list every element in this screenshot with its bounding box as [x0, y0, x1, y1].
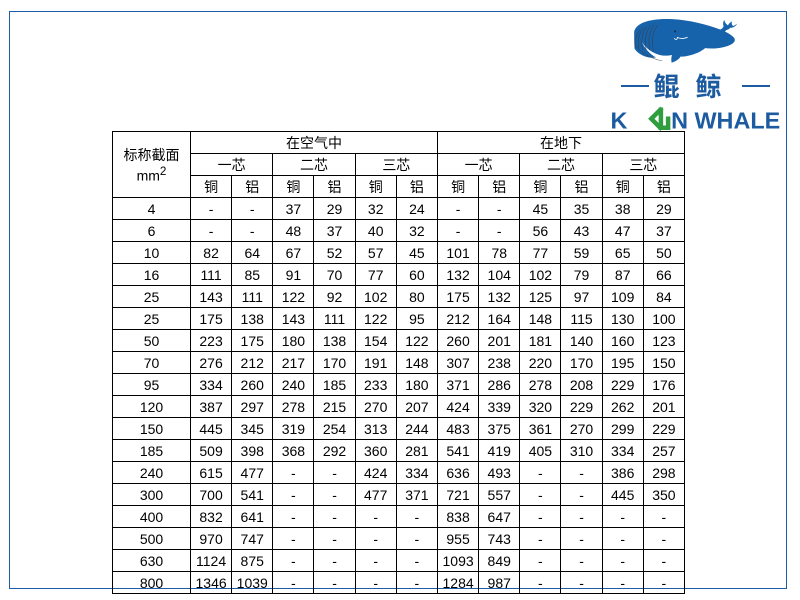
svg-text:N WHALE: N WHALE: [671, 107, 780, 133]
svg-text:K: K: [610, 107, 627, 133]
